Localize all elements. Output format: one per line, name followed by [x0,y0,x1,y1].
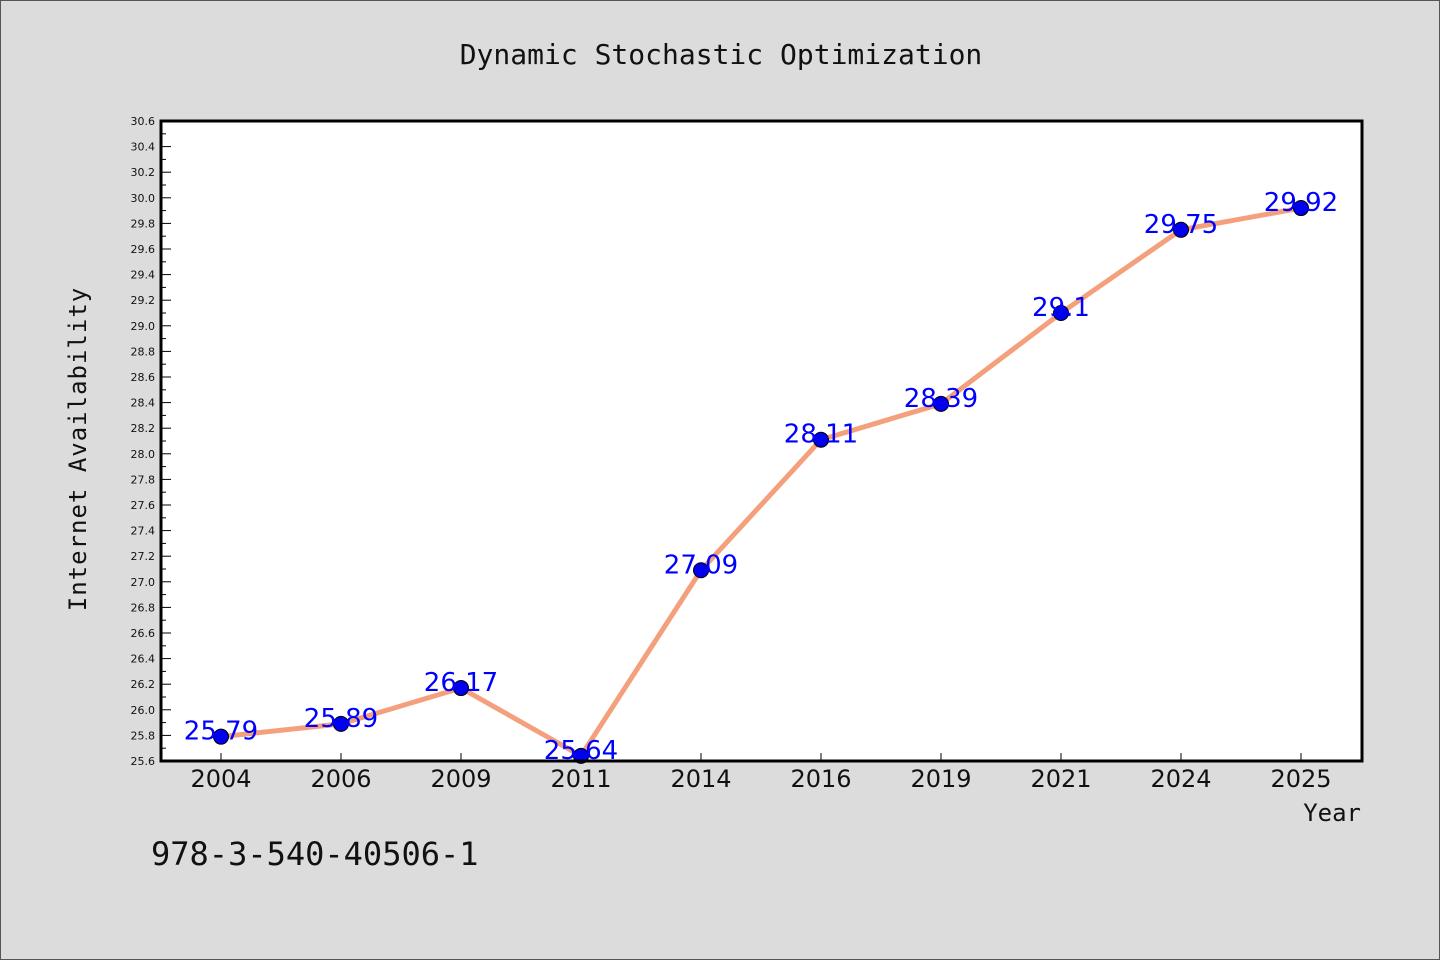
data-point [1053,305,1069,321]
y-tick-label: 25.8 [131,729,156,742]
y-tick-label: 29.2 [131,294,156,307]
x-tick-label: 2014 [670,765,731,793]
y-tick-label: 26.8 [131,601,156,614]
y-tick-label: 26.6 [131,627,156,640]
y-tick-label: 28.0 [131,448,156,461]
y-tick-label: 28.8 [131,345,156,358]
y-tick-label: 29.0 [131,320,156,333]
x-tick-label: 2019 [910,765,971,793]
y-tick-label: 30.6 [131,115,156,128]
data-label: 28.39 [904,384,978,414]
y-tick-label: 27.6 [131,499,156,512]
data-label: 26.17 [424,668,498,698]
x-tick-label: 2024 [1150,765,1211,793]
data-point [333,715,349,732]
x-tick-label: 2009 [430,765,491,793]
data-labels-group: 25.79 25.8926.1725.6427.0928.1128.3929.12… [184,188,1338,766]
y-axis-label: Internet Availability [64,287,92,611]
data-label: 25.89 [304,704,378,734]
y-tick-label: 27.8 [131,473,156,486]
y-tick-label: 28.4 [131,397,156,410]
y-tick-label: 29.4 [131,269,156,282]
data-point [1173,221,1189,238]
data-point [693,562,709,579]
y-tick-label: 30.0 [131,192,156,205]
plot-area [161,121,1362,761]
y-tick-label: 27.2 [131,550,156,563]
plot-frame [159,119,1364,763]
y-tick-label: 29.6 [131,243,156,256]
isbn-annotation: 978-3-540-40506-1 [151,835,479,873]
series-line [218,205,1304,759]
y-tick-label: 30.4 [131,141,156,154]
y-tick-label: 26.0 [131,704,156,717]
x-tick-label: 2011 [550,765,611,793]
y-tick-label: 27.4 [131,525,156,538]
data-point [933,395,949,412]
y-tick-label: 26.2 [131,678,156,691]
data-point [453,680,469,697]
y-tick-label: 30.2 [131,166,156,179]
y-tick-label: 26.4 [131,653,156,666]
y-axis: 25.6 25.8 26.0 26.2 26.4 26.6 26.8 27.0 27.2 27.4… [131,115,171,768]
x-tick-label: 2004 [190,765,251,793]
data-point [213,728,229,745]
y-tick-label: 28.2 [131,422,156,435]
x-axis: 2004 2006 2009 2011 2014 2016 2019 2021 2024 2025 [190,753,1332,793]
y-tick-label: 25.6 [131,755,156,768]
data-label: 29.75 [1144,210,1218,240]
data-label: 29.92 [1264,188,1338,218]
x-tick-label: 2021 [1030,765,1091,793]
data-label: 29.1 [1032,293,1090,323]
x-axis-label: Year [1303,799,1361,827]
data-label: 28.11 [784,420,858,450]
y-tick-label: 28.6 [131,371,156,384]
data-point [1293,200,1309,217]
chart-title: Dynamic Stochastic Optimization [460,38,983,71]
y-tick-label: 29.8 [131,217,156,230]
x-tick-label: 2006 [310,765,371,793]
data-point [813,431,829,448]
data-label: 25.79 [184,717,258,747]
y-tick-label: 27.0 [131,576,156,589]
data-label: 27.09 [664,550,738,580]
x-tick-label: 2016 [790,765,851,793]
x-tick-label: 2025 [1270,765,1331,793]
